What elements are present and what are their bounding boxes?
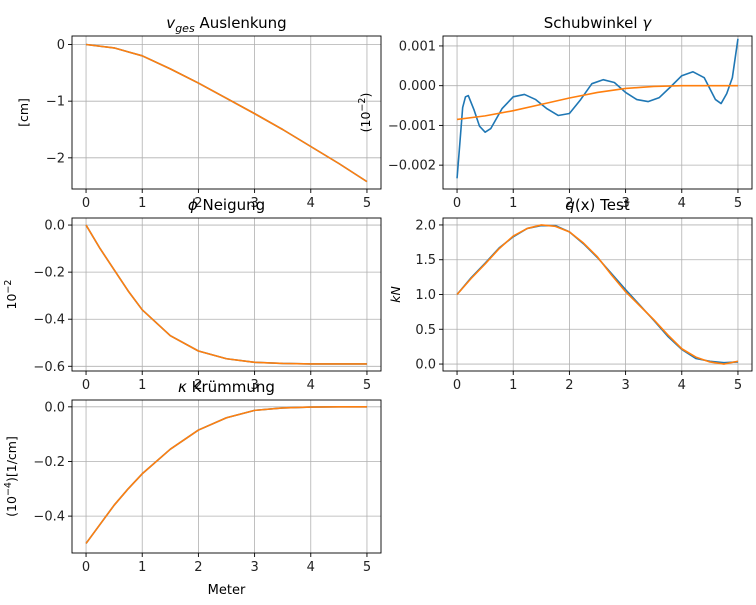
x-tick-label: 3 — [250, 378, 258, 393]
x-axis-label: Meter — [208, 583, 246, 598]
x-tick-label: 5 — [363, 196, 371, 211]
title-text: Schubwinkel — [544, 14, 643, 32]
x-tick-label: 1 — [138, 196, 146, 211]
x-tick-label: 3 — [621, 378, 629, 393]
y-tick-label: −0.6 — [33, 360, 65, 375]
y-tick-label: 0.0 — [415, 358, 436, 373]
ylabel-post: ) — [358, 93, 373, 98]
x-tick-label: 2 — [565, 378, 573, 393]
title-math: ϕ — [188, 196, 198, 214]
x-tick-label: 0 — [453, 196, 461, 211]
x-tick-label: 3 — [621, 196, 629, 211]
y-tick-label: 2.0 — [415, 218, 436, 233]
y-tick-label: −0.001 — [388, 119, 436, 134]
series-line-1 — [85, 224, 367, 365]
x-tick-label: 2 — [565, 196, 573, 211]
title-text: Neigung — [198, 196, 265, 214]
axes-frame — [71, 35, 382, 190]
y-axis-label: (10−4)[1/cm] — [3, 436, 19, 517]
axes-frame — [442, 35, 753, 190]
title-text: Auslenkung — [195, 14, 287, 32]
series-line-2 — [456, 84, 738, 121]
x-tick-label: 1 — [138, 560, 146, 575]
x-tick-label: 0 — [82, 560, 90, 575]
subplot-title: vges Auslenkung — [166, 14, 286, 35]
y-tick-label: 0.000 — [399, 79, 436, 94]
x-tick-label: 4 — [307, 560, 315, 575]
subplot-title: q(x) Test — [565, 196, 630, 214]
subplot-title: ϕ Neigung — [188, 196, 265, 214]
x-tick-label: 4 — [678, 378, 686, 393]
series-line-1 — [85, 43, 368, 183]
title-math: κ — [178, 378, 187, 396]
x-tick-label: 0 — [82, 196, 90, 211]
y-axis-label: kN — [388, 286, 403, 303]
title-math: γ — [642, 14, 652, 32]
ylabel-sup: −4 — [3, 482, 14, 496]
y-tick-label: 0.0 — [44, 400, 65, 415]
x-tick-label: 5 — [734, 196, 742, 211]
y-axis-label: 10−2 — [3, 280, 19, 310]
x-tick-label: 4 — [307, 378, 315, 393]
x-tick-label: 4 — [307, 196, 315, 211]
x-tick-label: 5 — [363, 378, 371, 393]
ylabel-pre: (10 — [358, 112, 373, 133]
series-line-2 — [85, 406, 367, 544]
series-line-1 — [85, 406, 367, 544]
title-math: q — [565, 196, 575, 214]
y-tick-label: 1.0 — [415, 288, 436, 303]
x-tick-label: 3 — [250, 196, 258, 211]
y-tick-label: −0.2 — [33, 455, 65, 470]
title-text: (x) Test — [575, 196, 630, 214]
title-subscript: ges — [175, 22, 195, 35]
y-tick-label: 0.0 — [44, 219, 65, 234]
title-math: v — [166, 14, 176, 32]
x-tick-label: 1 — [509, 196, 517, 211]
axes-frame — [71, 217, 382, 372]
y-tick-label: 0 — [57, 38, 65, 53]
y-tick-label: −0.4 — [33, 313, 65, 328]
subplot-p4: 0 1 2 3 4 5 0.0 0.5 1.0 1.5 2.0 q(x) Test kN — [388, 196, 753, 393]
subplot-p2: 0 1 2 3 4 5 0.001 0.000 −0.001 −0.002 Schubwinkel … — [357, 14, 753, 211]
x-tick-label: 4 — [678, 196, 686, 211]
x-tick-label: 2 — [194, 196, 202, 211]
y-axis-label: [cm] — [16, 98, 31, 127]
x-tick-label: 3 — [250, 560, 258, 575]
subplot-p1: 0 1 2 3 4 5 0 −1 −2 vges Auslenkung [cm] — [16, 14, 382, 211]
subplot-title: Schubwinkel γ — [544, 14, 653, 32]
ylabel-pre: 10 — [4, 294, 19, 310]
series-line-2 — [456, 224, 739, 365]
y-tick-label: −0.002 — [388, 159, 436, 174]
series-line-2 — [85, 224, 367, 365]
subplot-p5: 0 1 2 3 4 5 0.0 −0.2 −0.4 κ Krümmung (10−4)[1/cm] M… — [3, 378, 382, 598]
y-tick-label: −0.2 — [33, 266, 65, 281]
x-tick-label: 1 — [138, 378, 146, 393]
series-line-1 — [456, 38, 739, 179]
y-tick-label: −1 — [46, 95, 65, 110]
x-tick-label: 2 — [194, 560, 202, 575]
x-tick-label: 5 — [363, 560, 371, 575]
x-tick-label: 0 — [82, 378, 90, 393]
y-axis-label: (10−2) — [357, 93, 373, 133]
title-text: Krümmung — [187, 378, 275, 396]
x-tick-label: 5 — [734, 378, 742, 393]
series-line-2 — [85, 43, 368, 183]
x-tick-label: 2 — [194, 378, 202, 393]
subplot-title: κ Krümmung — [178, 378, 275, 396]
ylabel-sup: −2 — [357, 98, 368, 112]
ylabel-sup: −2 — [3, 280, 14, 294]
y-tick-label: 0.001 — [399, 39, 436, 54]
x-tick-label: 0 — [453, 378, 461, 393]
ylabel-pre: (10 — [4, 496, 19, 517]
y-tick-label: 0.5 — [415, 323, 436, 338]
y-tick-label: 1.5 — [415, 253, 436, 268]
y-tick-label: −2 — [46, 151, 65, 166]
ylabel-post: )[1/cm] — [4, 436, 19, 482]
y-tick-label: −0.4 — [33, 510, 65, 525]
x-tick-label: 1 — [509, 378, 517, 393]
axes-frame — [71, 399, 382, 554]
